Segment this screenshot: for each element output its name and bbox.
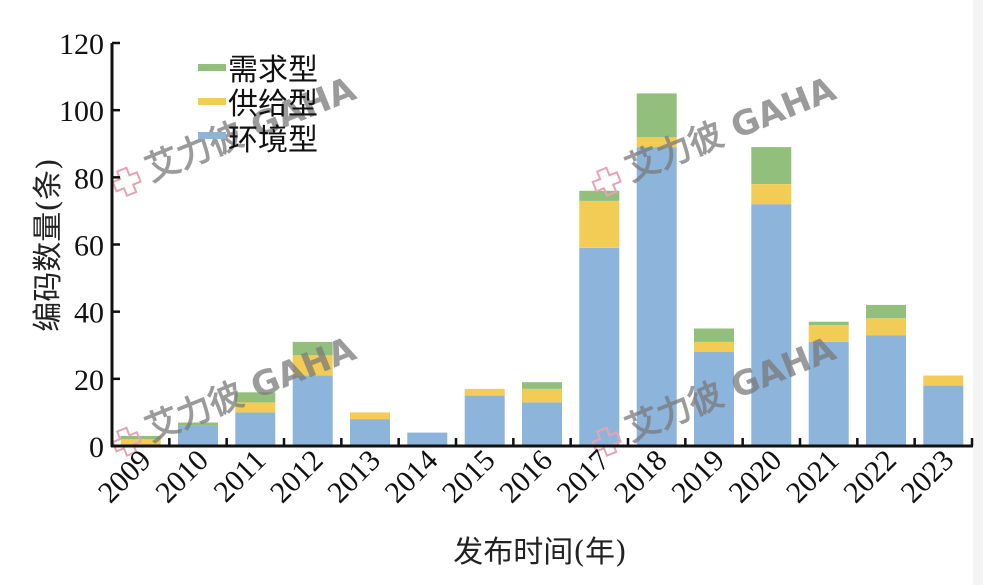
bar-segment-2013-1 <box>350 412 390 420</box>
bar-segment-2009-2 <box>120 435 161 440</box>
bar-segment-2019-2 <box>694 328 734 342</box>
bar-stack-2015 <box>464 388 505 446</box>
legend-label-supply: 供给型 <box>228 87 318 122</box>
bar-segment-2014-0 <box>407 432 448 446</box>
bar-stack-2009 <box>120 435 161 446</box>
bar-segment-2022-2 <box>866 304 906 319</box>
bar-segment-2020-2 <box>751 147 792 184</box>
bar-segment-2016-0 <box>522 402 562 446</box>
bar-stack-2013 <box>350 412 390 446</box>
bar-segment-2015-0 <box>464 395 505 446</box>
watermark-cross-icon <box>591 166 622 198</box>
bar-stack-2012 <box>292 341 333 446</box>
bar-segment-2012-1 <box>292 355 333 376</box>
right-edge-strip <box>973 0 983 585</box>
y-axis-title: 编码数量(条) <box>31 158 66 331</box>
bar-stack-2014 <box>407 432 448 446</box>
bar-segment-2015-1 <box>464 388 505 396</box>
bar-segment-2010-2 <box>178 422 218 426</box>
bar-segment-2019-0 <box>694 352 734 446</box>
bar-segment-2009-1 <box>120 439 161 446</box>
bar-segment-2011-1 <box>235 402 276 413</box>
bars-group <box>120 93 964 447</box>
legend-swatch-supply <box>198 98 226 105</box>
legend-swatch-environment <box>198 132 226 139</box>
bar-segment-2016-2 <box>522 382 562 389</box>
bar-segment-2019-1 <box>694 341 734 352</box>
bar-segment-2021-2 <box>808 321 849 326</box>
legend-label-environment: 环境型 <box>228 123 318 158</box>
bar-segment-2020-1 <box>751 184 792 205</box>
bar-segment-2021-1 <box>808 325 849 342</box>
bar-stack-2017 <box>579 190 620 446</box>
bar-segment-2020-0 <box>751 204 792 446</box>
bar-segment-2017-0 <box>579 247 620 446</box>
bar-segment-2016-1 <box>522 388 562 403</box>
bar-stack-2021 <box>808 321 849 446</box>
y-tick-label: 120 <box>59 28 104 61</box>
bar-segment-2011-2 <box>235 392 276 403</box>
bar-segment-2022-0 <box>866 335 906 446</box>
bar-segment-2011-0 <box>235 412 276 446</box>
bar-segment-2018-0 <box>636 147 677 446</box>
legend: 需求型 供给型 环境型 <box>198 53 318 158</box>
legend-swatch-demand <box>198 64 226 71</box>
bar-segment-2012-0 <box>292 375 333 446</box>
bar-stack-2018 <box>636 93 677 446</box>
bar-segment-2013-0 <box>350 419 390 446</box>
bar-stack-2022 <box>866 304 906 446</box>
bar-stack-2019 <box>694 328 734 446</box>
bar-segment-2017-2 <box>579 190 620 201</box>
bar-segment-2018-2 <box>636 93 677 138</box>
bar-segment-2022-1 <box>866 318 906 336</box>
watermark-cross-icon <box>591 426 622 458</box>
y-tick-label: 100 <box>59 95 104 128</box>
legend-label-demand: 需求型 <box>228 53 318 88</box>
bar-stack-2016 <box>522 382 562 446</box>
y-tick-label: 40 <box>74 297 104 330</box>
bar-stack-2011 <box>235 392 276 446</box>
bar-segment-2012-2 <box>292 341 333 356</box>
bar-segment-2010-0 <box>178 425 218 446</box>
bar-stack-2023 <box>923 375 964 447</box>
bar-segment-2023-1 <box>923 375 964 386</box>
bar-segment-2021-0 <box>808 341 849 446</box>
y-tick-label: 80 <box>74 162 104 195</box>
y-tick-label: 20 <box>74 364 104 397</box>
y-tick-label: 60 <box>74 230 104 263</box>
y-tick-label: 0 <box>89 431 104 464</box>
bar-stack-2010 <box>178 422 218 446</box>
bar-stack-2020 <box>751 147 792 446</box>
bar-segment-2018-1 <box>636 137 677 148</box>
bar-segment-2017-1 <box>579 200 620 248</box>
x-axis-title: 发布时间(年) <box>453 535 626 570</box>
bar-segment-2023-0 <box>923 385 964 447</box>
y-axis-ticks: 0 20 40 60 80 100 120 <box>59 28 120 464</box>
